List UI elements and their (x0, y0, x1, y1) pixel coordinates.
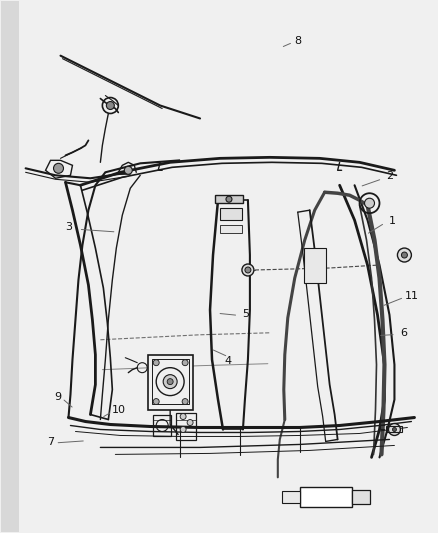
Circle shape (180, 414, 186, 419)
Bar (176, 413, 196, 440)
Bar (1, 1, 18, 532)
Bar (215, 195, 242, 203)
Text: 10: 10 (112, 405, 126, 415)
Bar (299, 487, 351, 507)
Circle shape (182, 360, 187, 366)
Bar (219, 208, 241, 220)
Bar (303, 248, 325, 283)
Text: 9: 9 (54, 392, 61, 402)
Circle shape (226, 196, 231, 202)
Text: 6: 6 (399, 328, 406, 338)
Text: 1: 1 (388, 216, 395, 227)
Circle shape (182, 399, 187, 405)
Circle shape (153, 399, 159, 405)
Bar (385, 426, 402, 432)
Circle shape (396, 248, 410, 262)
Circle shape (53, 163, 64, 173)
Text: 5: 5 (242, 309, 249, 319)
Circle shape (153, 360, 159, 366)
Circle shape (124, 166, 132, 174)
Circle shape (392, 427, 396, 432)
Circle shape (244, 267, 251, 273)
Text: 2: 2 (386, 171, 393, 181)
Bar (219, 225, 241, 233)
Text: 11: 11 (404, 290, 418, 301)
Bar (281, 491, 299, 503)
Circle shape (163, 375, 177, 389)
Circle shape (106, 101, 114, 109)
Circle shape (180, 426, 186, 432)
Circle shape (241, 264, 253, 276)
Text: 8: 8 (294, 36, 301, 46)
Circle shape (167, 378, 173, 385)
Bar (148, 355, 193, 409)
Bar (152, 359, 189, 403)
Bar (153, 415, 171, 437)
Text: 3: 3 (65, 222, 72, 232)
Circle shape (388, 424, 399, 435)
Circle shape (400, 252, 406, 258)
Text: 4: 4 (224, 356, 231, 366)
Circle shape (187, 419, 193, 425)
Text: 7: 7 (47, 437, 54, 447)
Circle shape (364, 198, 374, 208)
Bar (351, 490, 369, 504)
